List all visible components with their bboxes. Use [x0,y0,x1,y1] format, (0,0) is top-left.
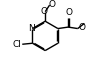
Text: Cl: Cl [13,40,21,49]
Text: O: O [65,8,72,17]
Text: O: O [40,7,47,16]
Text: O: O [48,0,55,9]
Text: O: O [78,23,85,32]
Text: N: N [28,24,35,33]
